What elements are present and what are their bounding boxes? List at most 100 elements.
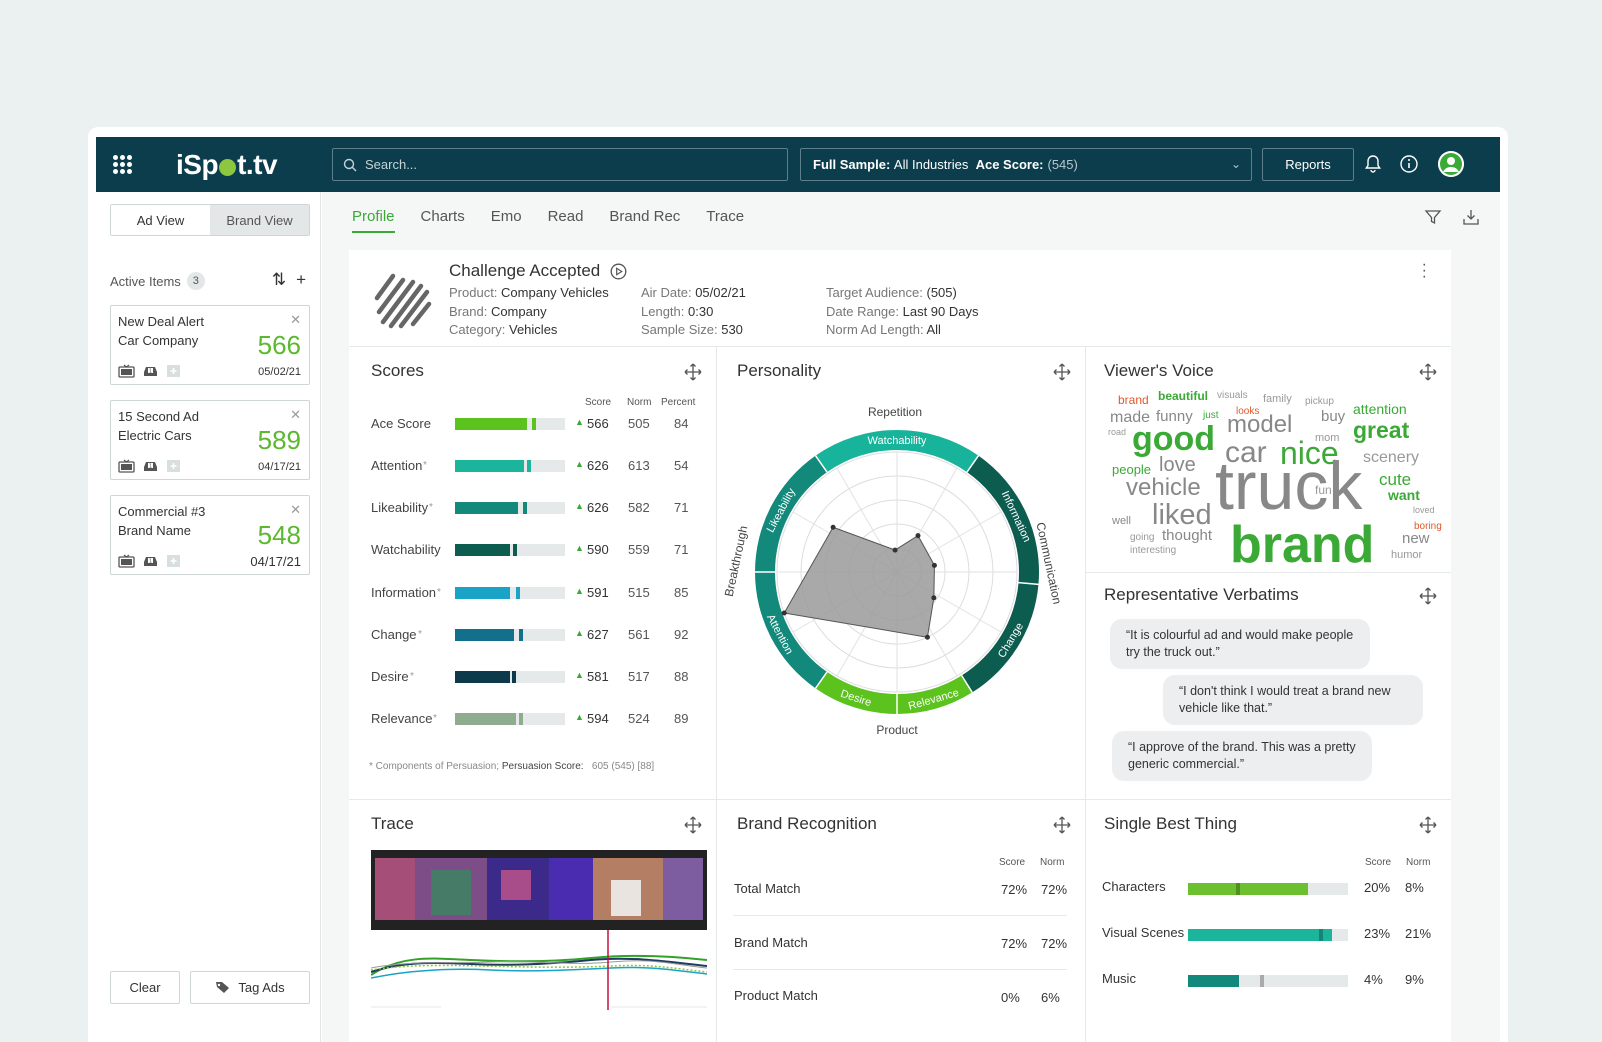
search-input[interactable]: Search...: [332, 148, 788, 181]
sbt-score-header: Score: [1365, 857, 1392, 868]
info-icon[interactable]: [1398, 153, 1420, 175]
reports-button[interactable]: Reports: [1262, 148, 1354, 181]
close-icon[interactable]: ✕: [290, 407, 301, 422]
radar-ring-divider: [814, 671, 828, 689]
filter-icon[interactable]: [1424, 208, 1442, 226]
sample-dropdown[interactable]: Full Sample: All Industries Ace Score: (5…: [800, 148, 1252, 181]
download-icon[interactable]: [1462, 208, 1480, 226]
close-icon[interactable]: ✕: [290, 502, 301, 517]
search-placeholder: Search...: [365, 157, 418, 172]
score-row-score: 590: [587, 541, 609, 557]
close-icon[interactable]: ✕: [290, 312, 301, 327]
card-title: New Deal Alert: [118, 314, 204, 329]
radar-data-point: [931, 562, 937, 568]
active-item-card[interactable]: New Deal Alert Car Company ✕ 566 05/02/2…: [110, 305, 310, 385]
ispot-logo[interactable]: iSp t.tv: [176, 149, 278, 180]
move-icon[interactable]: [684, 363, 702, 381]
word-cloud-word: boring: [1414, 521, 1442, 532]
tab-trace[interactable]: Trace: [706, 208, 745, 225]
score-bar-track: [455, 587, 565, 599]
apps-grid-icon[interactable]: [113, 155, 132, 174]
radar-data-point: [931, 595, 937, 601]
more-options-icon[interactable]: · · ·: [1421, 256, 1427, 285]
radar-ring-divider: [814, 455, 828, 473]
length-value: 0:30: [688, 303, 714, 319]
score-bar-track: [455, 418, 565, 430]
tab-emo[interactable]: Emo: [490, 208, 522, 225]
radar-ring-segment: [755, 455, 828, 572]
sort-icon[interactable]: ⇅: [271, 270, 287, 289]
score-row-score: 594: [587, 710, 609, 726]
tv-icon[interactable]: [118, 459, 135, 473]
word-cloud-word: great: [1353, 417, 1410, 443]
move-icon[interactable]: [1419, 816, 1437, 834]
sample-size-label: Sample Size:: [641, 322, 718, 337]
radar-ring-segment: [966, 455, 1039, 585]
persuasion-star: *: [410, 670, 414, 682]
radar-ring-divider: [1018, 581, 1039, 586]
car-icon[interactable]: 1: [142, 364, 159, 378]
score-bar-fill: [455, 544, 510, 556]
brand-view-toggle[interactable]: Brand View: [210, 205, 309, 235]
score-bar-norm-marker: [523, 502, 528, 514]
score-row-norm: 524: [628, 710, 650, 726]
add-icon[interactable]: +: [296, 270, 306, 289]
up-arrow-icon: ▲: [575, 670, 584, 680]
car-icon[interactable]: 1: [142, 459, 159, 473]
add-square-icon[interactable]: [166, 459, 181, 473]
move-icon[interactable]: [1419, 363, 1437, 381]
score-bar-track: [455, 629, 565, 641]
score-row-score: 626: [587, 457, 609, 473]
active-item-card[interactable]: Commercial #3 Brand Name ✕ 548 04/17/21 …: [110, 495, 310, 575]
add-square-icon[interactable]: [166, 364, 181, 378]
ad-view-toggle[interactable]: Ad View: [111, 205, 210, 235]
score-row-score: 627: [587, 626, 609, 642]
score-bar-track: [455, 460, 565, 472]
card-score: 548: [257, 520, 301, 550]
br-row-norm: 72%: [1041, 882, 1068, 897]
radar-ring-divider: [961, 675, 973, 693]
personality-radar-chart: WatchabilityInformationChangeRelevanceDe…: [722, 405, 1065, 737]
score-bar-norm-marker: [532, 418, 536, 430]
user-avatar-icon[interactable]: [1438, 151, 1464, 177]
tag-ads-label: Tag Ads: [238, 980, 285, 995]
radar-ring-label: Watchability: [868, 435, 927, 447]
score-bar-track: [455, 544, 565, 556]
sbt-row-score: 20%: [1364, 880, 1391, 895]
radar-ring-segment: [755, 572, 828, 689]
sbt-row-score: 23%: [1364, 926, 1391, 941]
car-icon[interactable]: 1: [142, 554, 159, 568]
move-icon[interactable]: [684, 816, 702, 834]
word-cloud-word: model: [1227, 411, 1292, 438]
br-row-score: 0%: [1001, 990, 1020, 1005]
bell-icon[interactable]: [1362, 153, 1384, 175]
active-items-label: Active Items: [110, 273, 181, 289]
score-row: Desire * ▲ 581 517 88: [371, 666, 701, 686]
active-items-count: 3: [186, 272, 205, 290]
sbt-row: Music 4% 9%: [1102, 971, 1442, 991]
move-icon[interactable]: [1053, 816, 1071, 834]
active-item-card[interactable]: 15 Second Ad Electric Cars ✕ 589 04/17/2…: [110, 400, 310, 480]
app-window: iSp t.tv Search... Full Sample: All Indus…: [88, 127, 1508, 1042]
tab-charts[interactable]: Charts: [420, 208, 465, 225]
ad-header: Challenge Accepted Product: Company Vehi…: [349, 250, 1451, 347]
play-icon[interactable]: [610, 263, 627, 280]
tab-profile[interactable]: Profile: [352, 208, 395, 233]
word-cloud-word: looks: [1236, 406, 1259, 417]
radar-data-point: [924, 634, 930, 640]
score-row: Likeability * ▲ 626 582 71: [371, 497, 701, 517]
tv-icon[interactable]: [118, 554, 135, 568]
tag-ads-button[interactable]: Tag Ads: [190, 971, 310, 1004]
tv-icon[interactable]: [118, 364, 135, 378]
sbt-bar-track: [1188, 883, 1348, 895]
score-row-score: 581: [587, 668, 609, 684]
percent-header: Percent: [661, 397, 696, 408]
move-icon[interactable]: [1053, 363, 1071, 381]
score-bar-fill: [455, 587, 510, 599]
clear-button[interactable]: Clear: [110, 971, 180, 1004]
move-icon[interactable]: [1419, 587, 1437, 605]
add-square-icon[interactable]: [166, 554, 181, 568]
word-cloud-word: funny: [1156, 408, 1193, 425]
tab-read[interactable]: Read: [547, 208, 584, 225]
tab-brand-rec[interactable]: Brand Rec: [609, 208, 681, 225]
